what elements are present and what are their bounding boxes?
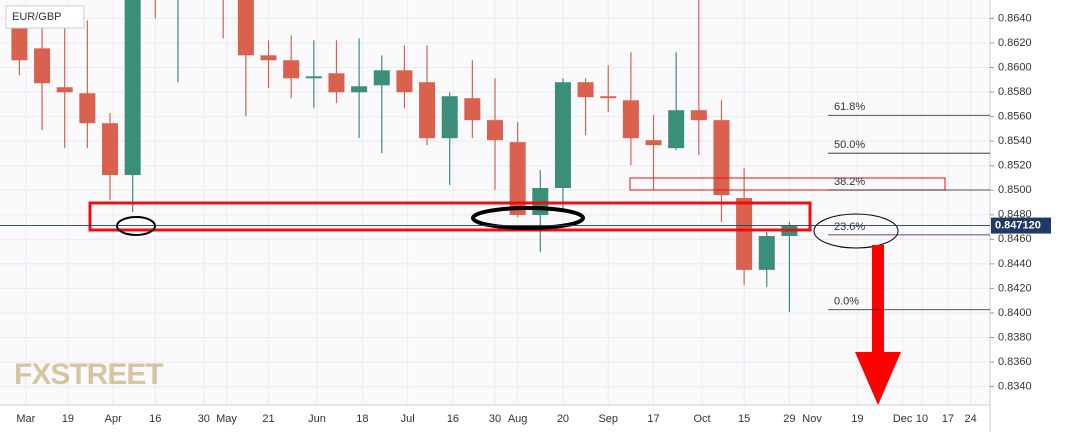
x-tick-label: 24 (964, 413, 976, 425)
x-tick-label: 29 (783, 413, 795, 425)
x-tick-label: Sep (598, 413, 618, 425)
x-tick-label: Apr (105, 413, 122, 425)
x-tick-label: 30 (198, 413, 210, 425)
candle-body (260, 55, 277, 61)
x-tick-label: 15 (738, 413, 750, 425)
x-tick-label: Jun (308, 413, 326, 425)
symbol: EUR/GBP (12, 11, 62, 23)
y-tick-label: 0.8500 (998, 184, 1032, 196)
candle-body (441, 96, 458, 139)
fib-label: 50.0% (834, 139, 865, 151)
candle-body (758, 236, 775, 270)
candle-body (34, 48, 51, 84)
y-tick-label: 0.8460 (998, 233, 1032, 245)
candle-body (554, 82, 571, 189)
candle-body (464, 98, 481, 121)
x-tick-label: Oct (693, 413, 710, 425)
y-tick-label: 0.8540 (998, 135, 1032, 147)
x-tick-label: 18 (356, 413, 368, 425)
x-tick-label: 17 (942, 413, 954, 425)
candle-body (79, 93, 96, 124)
fib-label: 61.8% (834, 101, 865, 113)
candle-body (237, 0, 254, 56)
last-price-box (991, 217, 1051, 234)
candle-body (600, 96, 617, 99)
y-tick-label: 0.8640 (998, 12, 1032, 24)
candle-body (736, 197, 753, 270)
x-tick-label: 30 (489, 413, 501, 425)
x-tick-label: 19 (62, 413, 74, 425)
x-tick-label: Dec (893, 413, 913, 425)
y-tick-label: 0.8380 (998, 331, 1032, 343)
x-tick-label: Mar (16, 413, 35, 425)
candle-body (305, 76, 322, 79)
circle-marker (471, 206, 585, 230)
candle-body (509, 142, 526, 216)
y-tick-label: 0.8420 (998, 282, 1032, 294)
candle-body (11, 18, 28, 61)
x-tick-label: Jul (401, 413, 415, 425)
candle-body (328, 73, 345, 93)
support-zone (88, 201, 812, 232)
fib-label: 0.0% (834, 296, 859, 308)
fib-label: 23.6% (834, 221, 865, 233)
candle-body (124, 0, 141, 176)
fib-label: 38.2% (834, 176, 865, 188)
x-tick-label: 17 (647, 413, 659, 425)
circle-marker (116, 216, 156, 236)
x-tick-label: Nov (802, 413, 822, 425)
candle-body (351, 86, 368, 93)
symbol-box (5, 5, 85, 29)
candle-body (668, 110, 685, 149)
candle-body (102, 123, 118, 176)
candle-body (577, 82, 594, 98)
y-tick-label: 0.8400 (998, 307, 1032, 319)
x-tick-label: Aug (508, 413, 528, 425)
y-tick-label: 0.8560 (998, 110, 1032, 122)
y-tick-label: 0.8440 (998, 258, 1032, 270)
down-arrow (855, 245, 901, 405)
y-tick-label: 0.8620 (998, 37, 1032, 49)
x-tick-label: 19 (851, 413, 863, 425)
y-tick-label: 0.8360 (998, 356, 1032, 368)
x-tick-label: 16 (447, 413, 459, 425)
resistance-zone (629, 177, 946, 191)
candle-body (487, 120, 503, 141)
y-tick-label: 0.8340 (998, 380, 1032, 392)
x-tick-label: 16 (149, 413, 161, 425)
y-tick-label: 0.8520 (998, 160, 1032, 172)
last-price-label: 0.847120 (995, 219, 1041, 231)
candle-body (419, 82, 436, 139)
x-tick-label: 10 (916, 413, 928, 425)
x-tick-label: 20 (557, 413, 569, 425)
circle-marker (813, 213, 899, 249)
y-tick-label: 0.8580 (998, 86, 1032, 98)
candle-body (56, 87, 73, 93)
candle-body (396, 70, 413, 93)
candle-body (690, 110, 707, 121)
watermark: FXSTREET (14, 358, 163, 391)
candle-body (622, 100, 639, 139)
candle-body (373, 70, 390, 86)
candle-body (645, 140, 662, 146)
candle-body (713, 120, 730, 196)
x-tick-label: 21 (262, 413, 274, 425)
y-tick-label: 0.8600 (998, 61, 1032, 73)
x-tick-label: May (216, 413, 237, 425)
candle-body (283, 60, 300, 79)
